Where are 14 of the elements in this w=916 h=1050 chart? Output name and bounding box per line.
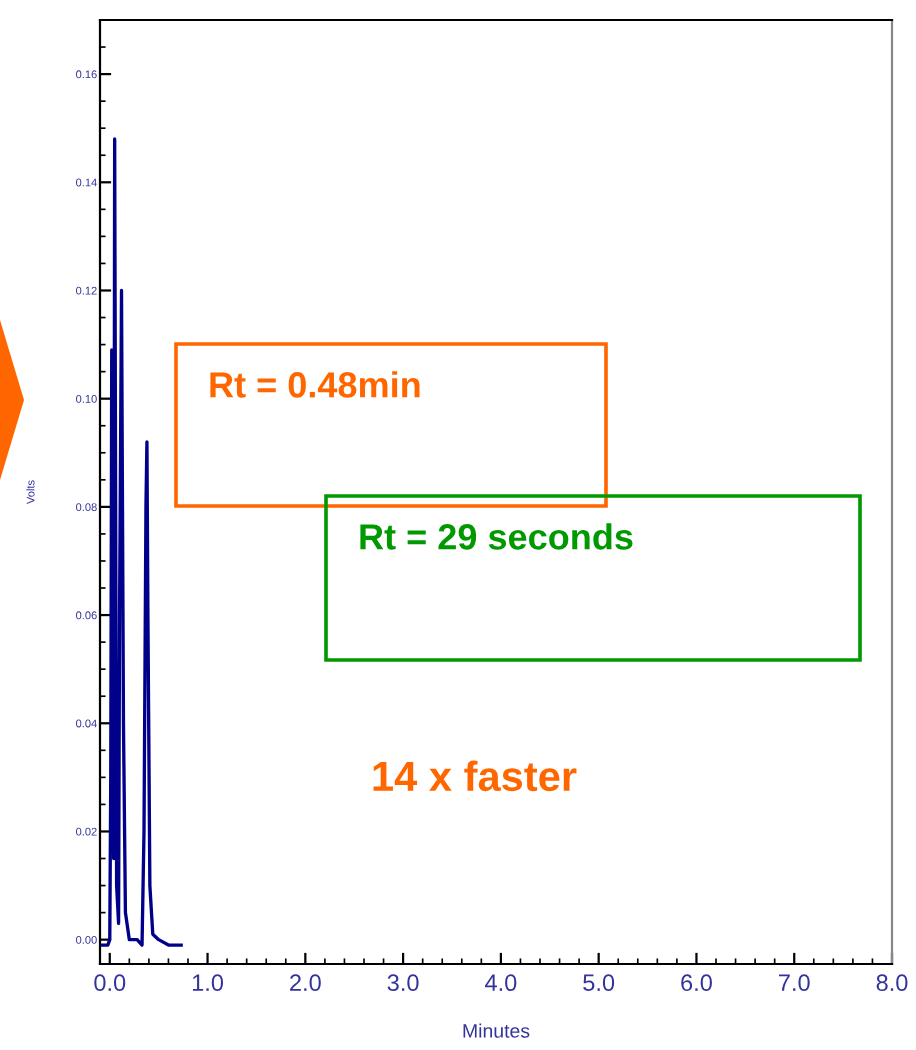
annotation: 14 x faster [373, 760, 577, 792]
x-tick-label: 8.0 [876, 974, 908, 992]
x-tick-label: 2.0 [290, 974, 321, 992]
x-tick-label: 4.0 [485, 974, 517, 992]
annotation: Rt = 0.48min [210, 371, 420, 398]
x-tick-label: 0.0 [94, 974, 126, 992]
x-axis-title: Minutes [463, 1023, 530, 1038]
line-series [100, 137, 183, 947]
x-tick-label: 7.0 [779, 974, 810, 992]
x-tick-label: 6.0 [681, 974, 712, 992]
x-tick-label: 5.0 [583, 974, 615, 992]
x-tick-label: 1.0 [192, 974, 224, 992]
annotation: Rt = 29 seconds [360, 523, 633, 550]
x-tick-label: 3.0 [387, 974, 419, 992]
